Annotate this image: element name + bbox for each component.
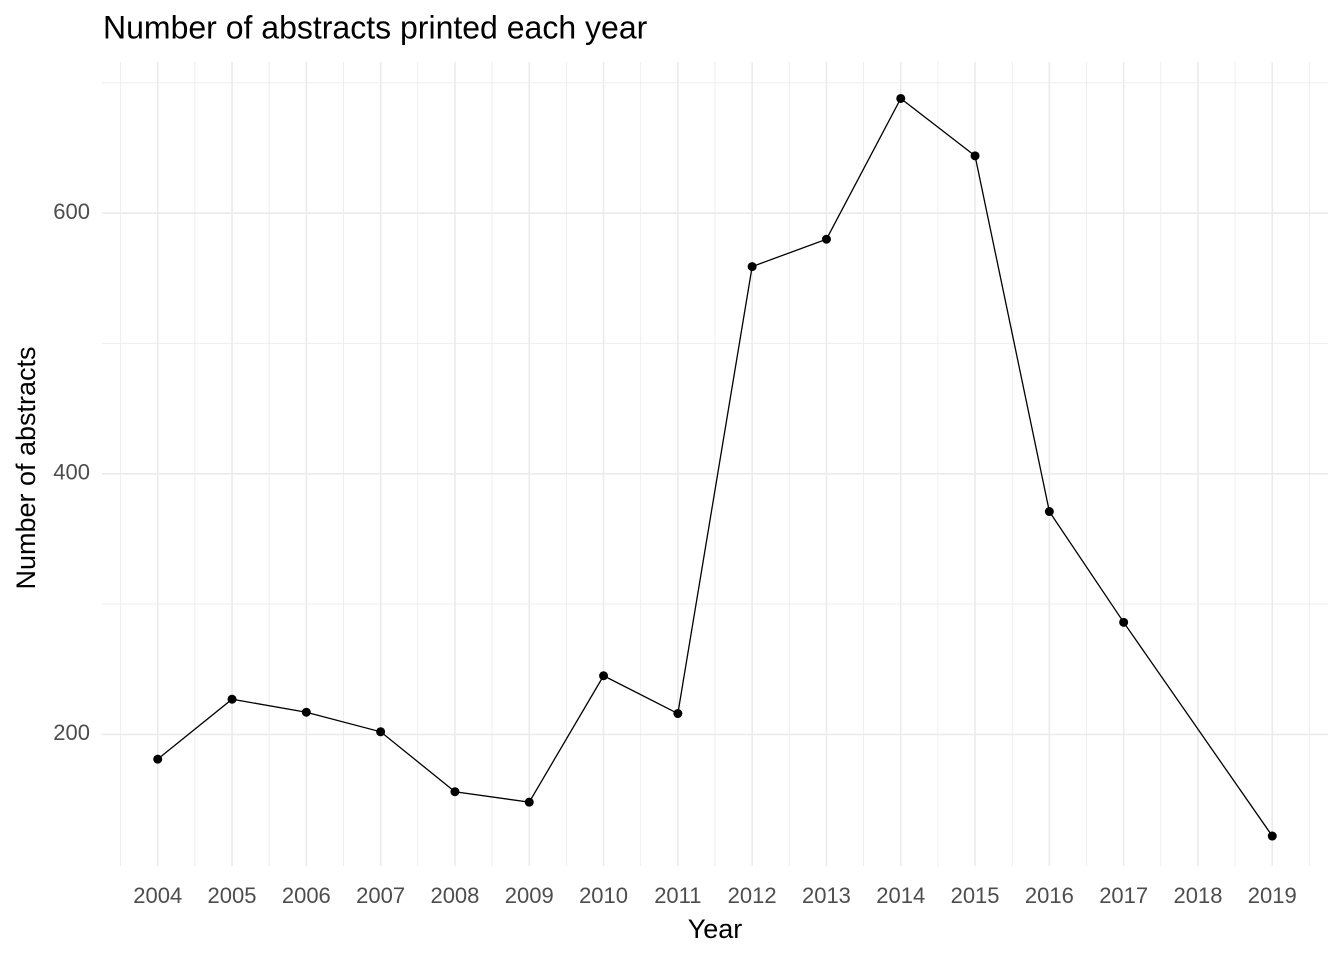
- point: [1267, 831, 1277, 841]
- point: [747, 262, 757, 272]
- y-tick-label: 400: [53, 460, 90, 485]
- point: [153, 754, 163, 764]
- point: [970, 151, 980, 161]
- x-tick-label: 2013: [802, 883, 851, 908]
- x-axis-title: Year: [688, 914, 743, 944]
- point: [599, 671, 609, 681]
- x-tick-label: 2014: [876, 883, 925, 908]
- point: [673, 709, 683, 719]
- point: [227, 694, 237, 704]
- x-tick-label: 2011: [654, 883, 701, 908]
- point: [376, 727, 386, 737]
- point: [301, 707, 311, 717]
- y-axis-title: Number of abstracts: [11, 346, 41, 589]
- x-tick-label: 2009: [505, 883, 554, 908]
- x-tick-label: 2004: [133, 883, 182, 908]
- x-tick-label: 2017: [1099, 883, 1148, 908]
- x-tick-label: 2019: [1248, 883, 1297, 908]
- x-tick-label: 2006: [282, 883, 331, 908]
- chart-title: Number of abstracts printed each year: [103, 9, 648, 45]
- x-tick-label: 2018: [1173, 883, 1222, 908]
- point: [821, 234, 831, 244]
- x-tick-label: 2016: [1025, 883, 1074, 908]
- x-tick-label: 2012: [728, 883, 777, 908]
- y-tick-label: 200: [53, 720, 90, 745]
- point: [896, 93, 906, 103]
- x-tick-label: 2015: [951, 883, 1000, 908]
- x-tick-label: 2010: [579, 883, 628, 908]
- x-tick-label: 2008: [430, 883, 479, 908]
- point: [450, 787, 460, 797]
- y-tick-label: 600: [53, 199, 90, 224]
- x-tick-label: 2005: [208, 883, 257, 908]
- point: [1044, 507, 1054, 517]
- point: [1119, 617, 1129, 627]
- point: [524, 797, 534, 807]
- x-tick-label: 2007: [356, 883, 405, 908]
